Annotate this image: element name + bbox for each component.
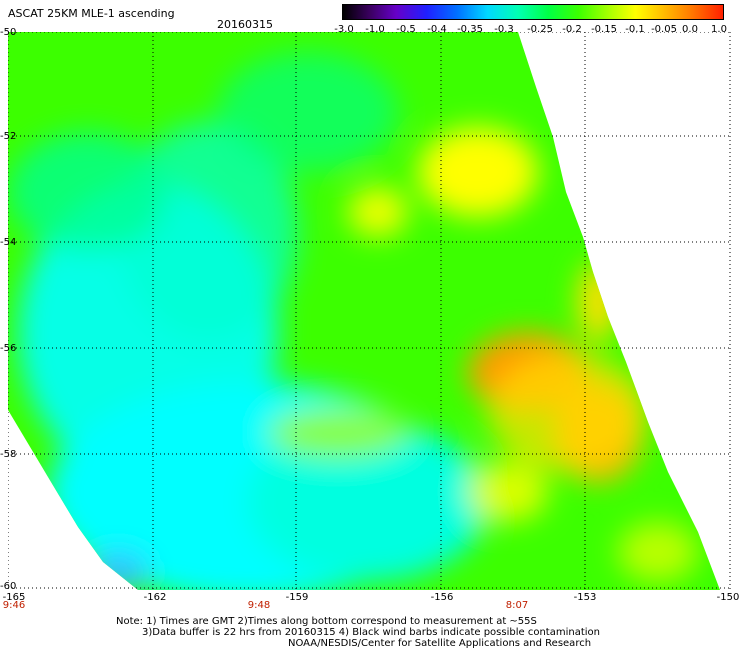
lat-label: -50 bbox=[0, 27, 17, 38]
scale-label: 0.0 bbox=[682, 24, 698, 35]
lat-label: -54 bbox=[0, 237, 17, 248]
scale-label: -0.3 bbox=[494, 24, 514, 35]
scale-label: -0.15 bbox=[591, 24, 617, 35]
scale-label: -0.5 bbox=[396, 24, 416, 35]
wind-field-map bbox=[8, 32, 732, 590]
lon-label: -156 bbox=[430, 592, 454, 603]
scale-label: -0.1 bbox=[625, 24, 645, 35]
lon-label: -150 bbox=[716, 592, 740, 603]
scale-label: -0.05 bbox=[651, 24, 677, 35]
lon-label: -159 bbox=[285, 592, 309, 603]
time-label: 9:46 bbox=[2, 600, 26, 611]
scale-label: -3.0 bbox=[334, 24, 354, 35]
lon-label: -153 bbox=[573, 592, 597, 603]
scale-label: -0.35 bbox=[457, 24, 483, 35]
lat-label: -56 bbox=[0, 343, 17, 354]
map-title: ASCAT 25KM MLE-1 ascending bbox=[8, 7, 175, 20]
footer-note-line1: Note: 1) Times are GMT 2)Times along bot… bbox=[116, 616, 537, 627]
scale-label: 1.0 bbox=[711, 24, 727, 35]
time-label: 8:07 bbox=[505, 600, 529, 611]
color-scale-bar bbox=[342, 4, 724, 20]
scale-label: -0.4 bbox=[427, 24, 447, 35]
lat-label: -58 bbox=[0, 449, 17, 460]
time-label: 9:48 bbox=[247, 600, 271, 611]
lon-label: -165 bbox=[2, 592, 26, 603]
map-date: 20160315 bbox=[217, 18, 273, 31]
scale-label: -0.25 bbox=[527, 24, 553, 35]
footer-note-line2: 3)Data buffer is 22 hrs from 20160315 4)… bbox=[142, 627, 600, 638]
scale-label: -0.2 bbox=[562, 24, 582, 35]
lon-label: -162 bbox=[143, 592, 167, 603]
lat-label: -52 bbox=[0, 131, 17, 142]
footer-credit: NOAA/NESDIS/Center for Satellite Applica… bbox=[288, 638, 592, 649]
scale-label: -1.0 bbox=[365, 24, 385, 35]
lat-label: -60 bbox=[0, 581, 17, 592]
